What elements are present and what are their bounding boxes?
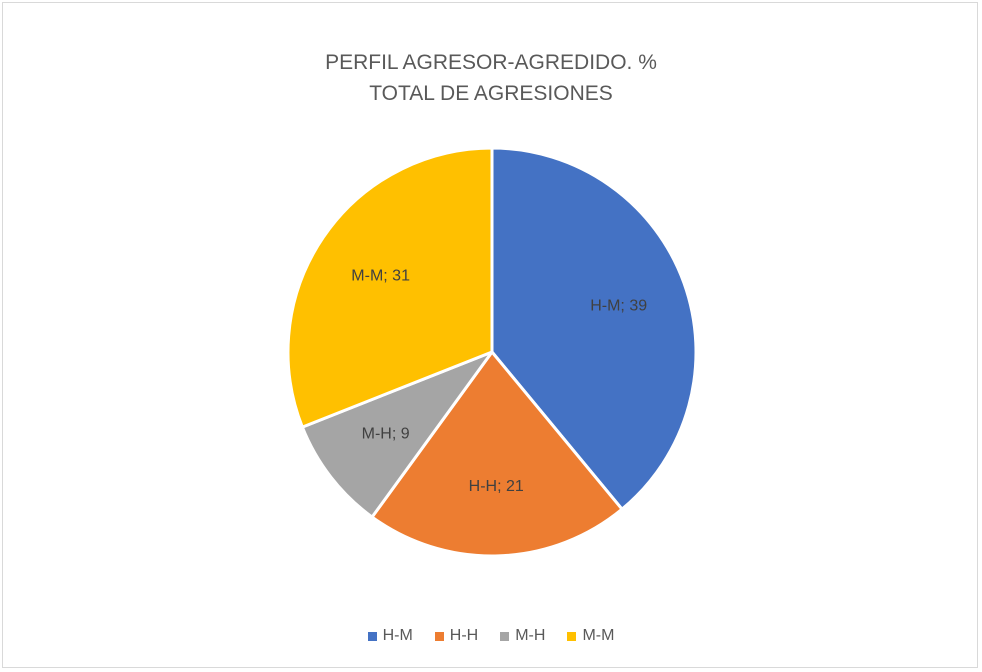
pie-data-labels: H-M; 39 H-H; 21 M-H; 9 M-M; 31: [351, 268, 647, 495]
pie-slice-h-h[interactable]: [370, 350, 624, 558]
data-label-m-h: M-H; 9: [362, 426, 410, 443]
legend-swatch: [367, 631, 377, 641]
legend-item-h-m[interactable]: H-M: [367, 627, 413, 645]
legend-swatch: [567, 631, 577, 641]
legend-item-m-m[interactable]: M-M: [567, 627, 614, 645]
legend: H-M H-H M-H M-M: [3, 627, 979, 645]
legend-label: M-M: [582, 627, 615, 644]
data-label-h-h: H-H; 21: [469, 478, 524, 495]
legend-item-m-h[interactable]: M-H: [500, 627, 545, 645]
legend-item-h-h[interactable]: H-H: [434, 627, 479, 645]
data-label-m-m: M-M; 31: [351, 268, 410, 285]
pie-plot: H-M; 39 H-H; 21 M-H; 9 M-M; 31: [286, 146, 698, 558]
legend-label: H-H: [449, 627, 479, 644]
data-label-h-m: H-M; 39: [590, 298, 647, 315]
chart-title: PERFIL AGRESOR-AGREDIDO. % TOTAL DE AGRE…: [3, 47, 979, 109]
pie-slice-m-h[interactable]: [300, 350, 494, 519]
pie-slices: [286, 146, 698, 558]
legend-label: M-H: [515, 627, 546, 644]
pie-slice-h-m[interactable]: [490, 146, 698, 511]
pie-slice-m-m[interactable]: [286, 146, 494, 429]
legend-swatch: [500, 631, 510, 641]
chart-title-line-1: PERFIL AGRESOR-AGREDIDO. %: [325, 51, 657, 74]
chart-title-line-2: TOTAL DE AGRESIONES: [369, 82, 613, 105]
legend-swatch: [434, 631, 444, 641]
legend-label: H-M: [382, 627, 413, 644]
